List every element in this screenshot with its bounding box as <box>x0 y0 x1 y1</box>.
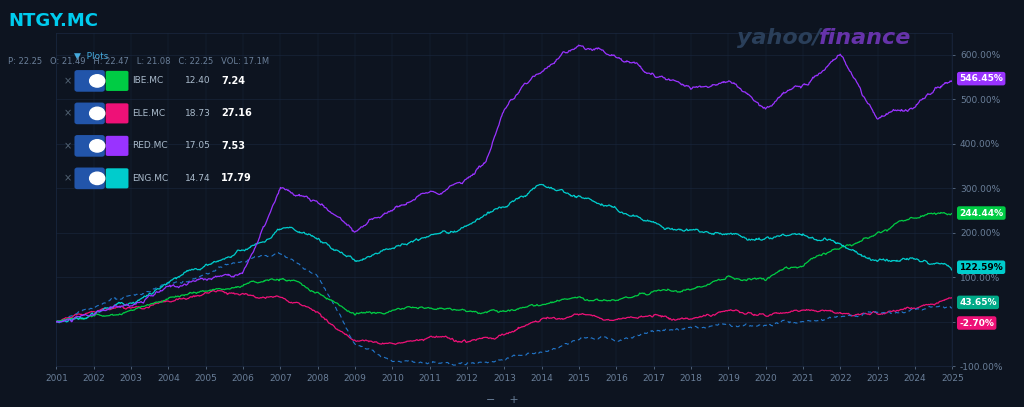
FancyBboxPatch shape <box>105 103 128 123</box>
Text: 27.16: 27.16 <box>221 108 252 118</box>
Text: NTGY.MC: NTGY.MC <box>8 12 98 30</box>
FancyBboxPatch shape <box>75 70 104 92</box>
Circle shape <box>90 140 104 152</box>
Text: IBE.MC: IBE.MC <box>132 77 164 85</box>
Text: -2.70%: -2.70% <box>959 319 994 328</box>
FancyBboxPatch shape <box>105 136 128 156</box>
Text: −    +: − + <box>486 395 519 405</box>
Text: ×: × <box>65 141 72 151</box>
Text: 43.65%: 43.65% <box>959 298 996 307</box>
Text: 7.53: 7.53 <box>221 141 246 151</box>
Text: finance: finance <box>819 28 911 48</box>
Circle shape <box>90 107 104 120</box>
Text: 18.73: 18.73 <box>185 109 211 118</box>
Text: 244.44%: 244.44% <box>959 208 1004 217</box>
Circle shape <box>90 75 104 87</box>
Text: ×: × <box>65 108 72 118</box>
Text: 12.40: 12.40 <box>185 77 211 85</box>
Text: ▼  Plots: ▼ Plots <box>74 52 108 61</box>
Text: yahoo/: yahoo/ <box>737 28 821 48</box>
Text: ENG.MC: ENG.MC <box>132 174 169 183</box>
FancyBboxPatch shape <box>75 168 104 189</box>
Text: P: 22.25   O: 21.49   H: 22.47   L: 21.08   C: 22.25   VOL: 17.1M: P: 22.25 O: 21.49 H: 22.47 L: 21.08 C: 2… <box>8 57 269 66</box>
Text: 7.24: 7.24 <box>221 76 246 86</box>
FancyBboxPatch shape <box>75 135 104 157</box>
Text: 17.05: 17.05 <box>185 141 211 150</box>
FancyBboxPatch shape <box>75 103 104 124</box>
Text: ELE.MC: ELE.MC <box>132 109 165 118</box>
Text: 17.79: 17.79 <box>221 173 252 183</box>
FancyBboxPatch shape <box>105 168 128 188</box>
Circle shape <box>90 172 104 184</box>
Text: ×: × <box>65 76 72 86</box>
Text: ×: × <box>65 173 72 183</box>
Text: RED.MC: RED.MC <box>132 141 168 150</box>
Text: 122.59%: 122.59% <box>959 263 1004 272</box>
FancyBboxPatch shape <box>105 71 128 91</box>
Text: 546.45%: 546.45% <box>959 74 1004 83</box>
Text: 14.74: 14.74 <box>185 174 211 183</box>
